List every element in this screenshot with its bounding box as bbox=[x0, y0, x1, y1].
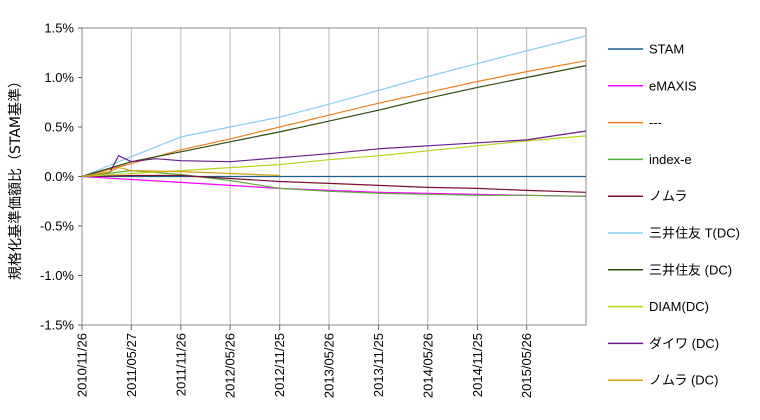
legend-label: 三井住友 (DC) bbox=[649, 262, 732, 277]
y-axis-ticks: 1.5% 1.0% 0.5% 0.0% -0.5% -1.0% -1.5% bbox=[40, 21, 82, 333]
x-tick-label: 2010/11/26 bbox=[75, 333, 90, 397]
x-tick-label: 2011/11/26 bbox=[173, 333, 188, 396]
series-line bbox=[81, 35, 587, 178]
series-lines bbox=[81, 35, 587, 197]
series-line bbox=[81, 175, 587, 197]
y-tick-label: 0.0% bbox=[44, 169, 74, 184]
legend-label: --- bbox=[649, 115, 662, 130]
x-tick-label: 2013/05/26 bbox=[321, 333, 336, 398]
x-tick-label: 2015/05/26 bbox=[519, 333, 534, 398]
y-tick-label: -1.0% bbox=[40, 268, 74, 283]
x-tick-label: 2013/11/25 bbox=[371, 333, 386, 397]
legend-label: ノムラ (DC) bbox=[649, 373, 718, 388]
legend-label: 三井住友 T(DC) bbox=[649, 226, 740, 241]
legend-label: STAM bbox=[649, 42, 684, 57]
legend-label: DIAM(DC) bbox=[649, 299, 709, 314]
y-tick-label: 0.5% bbox=[44, 120, 74, 135]
y-tick-label: 1.0% bbox=[44, 70, 74, 85]
series-line bbox=[81, 170, 587, 197]
x-tick-label: 2012/05/26 bbox=[223, 333, 238, 398]
x-tick-label: 2011/05/27 bbox=[124, 333, 139, 397]
legend-label: ノムラ bbox=[649, 189, 687, 204]
y-tick-label: -1.5% bbox=[40, 318, 74, 333]
series-line bbox=[81, 130, 587, 178]
series-line bbox=[81, 174, 587, 193]
series-line bbox=[81, 60, 587, 178]
y-tick-label: -0.5% bbox=[40, 219, 74, 234]
y-axis-label: 規格化基準価額比（STAM基準） bbox=[7, 74, 24, 280]
x-tick-label: 2014/11/25 bbox=[470, 333, 485, 397]
x-tick-label: 2012/11/25 bbox=[272, 333, 287, 397]
y-tick-label: 1.5% bbox=[44, 21, 74, 36]
y-axis-label-group: 規格化基準価額比（STAM基準） bbox=[7, 74, 24, 280]
x-tick-label: 2014/05/26 bbox=[420, 333, 435, 398]
legend-label: ダイワ (DC) bbox=[649, 336, 719, 351]
x-axis-ticks: 2010/11/26 2011/05/27 2011/11/26 2012/05/26… bbox=[75, 325, 534, 398]
legend-label: index-e bbox=[649, 152, 692, 167]
series-line bbox=[81, 65, 587, 178]
series-line bbox=[81, 167, 280, 178]
legend-label: eMAXIS bbox=[649, 78, 697, 93]
